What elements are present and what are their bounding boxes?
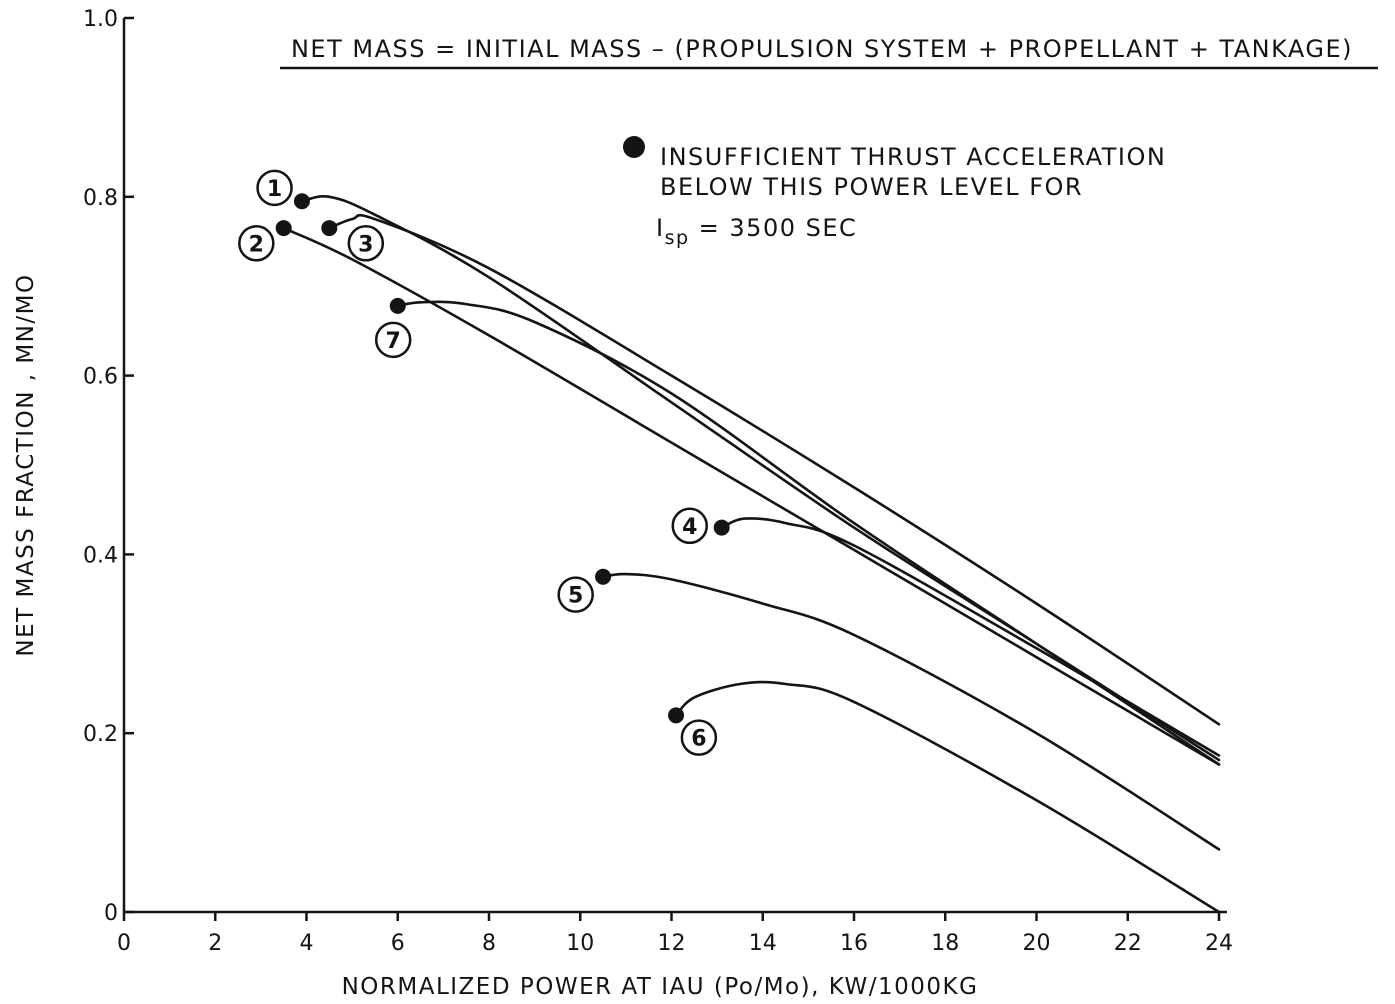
series-label-text: 6 xyxy=(691,727,706,752)
x-tick-label: 14 xyxy=(749,931,777,956)
series-label-text: 4 xyxy=(682,515,697,540)
x-tick-label: 6 xyxy=(391,931,405,956)
series-label-circle xyxy=(680,719,718,756)
series-endpoint-5 xyxy=(595,568,612,585)
tick-marks xyxy=(122,16,1221,921)
series-endpoint-7 xyxy=(389,297,406,314)
legend-line-1: INSUFFICIENT THRUST ACCELERATION xyxy=(660,143,1166,171)
x-tick-label: 24 xyxy=(1205,931,1233,956)
series-label-circle xyxy=(256,169,293,207)
series-endpoint-1 xyxy=(293,193,310,210)
net-mass-annotation: NET MASS = INITIAL MASS – (PROPULSION SY… xyxy=(291,35,1353,63)
series-label-3: 3 xyxy=(347,225,385,262)
series-label-circle xyxy=(347,225,385,262)
series-curves xyxy=(282,195,1221,914)
series-label-circle xyxy=(374,321,412,359)
x-tick-label: 22 xyxy=(1114,931,1142,956)
series-label-circle xyxy=(557,576,594,613)
legend-isp: Isp = 3500 SEC xyxy=(656,214,857,249)
series-label-circle xyxy=(238,225,275,262)
series-label-5: 5 xyxy=(557,576,594,613)
series-label-text: 7 xyxy=(386,329,401,354)
series-line-5 xyxy=(601,572,1221,851)
isp-symbol: I xyxy=(656,214,665,242)
series-label-circle xyxy=(671,507,708,545)
series-line-3 xyxy=(328,213,1221,726)
x-tick-label: 20 xyxy=(1023,931,1051,956)
series-label-7: 7 xyxy=(374,321,412,359)
x-tick-label: 12 xyxy=(658,931,686,956)
legend-line-2: BELOW THIS POWER LEVEL FOR xyxy=(660,173,1083,201)
series-endpoint-2 xyxy=(275,220,292,237)
series-line-2 xyxy=(282,226,1221,766)
x-tick-label: 18 xyxy=(931,931,959,956)
legend: INSUFFICIENT THRUST ACCELERATION BELOW T… xyxy=(623,136,1166,249)
series-label-2: 2 xyxy=(238,225,275,262)
y-tick-label: 1.0 xyxy=(83,7,118,32)
series-labels: 1 2 3 4 5 6 7 xyxy=(238,169,718,756)
series-label-text: 3 xyxy=(358,232,373,257)
series-line-6 xyxy=(674,680,1221,914)
series-label-6: 6 xyxy=(680,719,718,756)
series-label-4: 4 xyxy=(671,507,708,545)
y-axis-title: NET MASS FRACTION , MN/MO xyxy=(13,273,39,656)
isp-subscript: sp xyxy=(665,227,690,249)
x-tick-label: 16 xyxy=(840,931,868,956)
isp-value: = 3500 SEC xyxy=(690,214,858,242)
x-axis-title: NORMALIZED POWER AT IAU (Po/Mo), KW/1000… xyxy=(342,974,979,1000)
y-tick-label: 0 xyxy=(104,901,118,926)
x-tick-label: 8 xyxy=(482,931,496,956)
y-tick-label: 0.6 xyxy=(83,365,118,390)
legend-marker xyxy=(623,136,645,158)
axes xyxy=(122,18,1227,914)
x-tick-label: 10 xyxy=(566,931,594,956)
y-tick-label: 0.2 xyxy=(83,722,118,747)
series-endpoints xyxy=(275,193,730,724)
series-label-text: 2 xyxy=(249,232,264,257)
series-label-1: 1 xyxy=(256,169,293,207)
y-tick-label: 0.8 xyxy=(83,186,118,211)
x-tick-label: 0 xyxy=(117,931,131,956)
y-tick-label: 0.4 xyxy=(83,543,118,568)
series-endpoint-3 xyxy=(321,220,338,237)
x-tick-label: 4 xyxy=(300,931,314,956)
series-line-7 xyxy=(396,300,1221,766)
series-label-text: 1 xyxy=(267,177,282,202)
series-endpoint-6 xyxy=(668,707,685,724)
x-tick-label: 2 xyxy=(208,931,222,956)
series-label-text: 5 xyxy=(568,584,583,609)
series-endpoint-4 xyxy=(713,519,730,536)
